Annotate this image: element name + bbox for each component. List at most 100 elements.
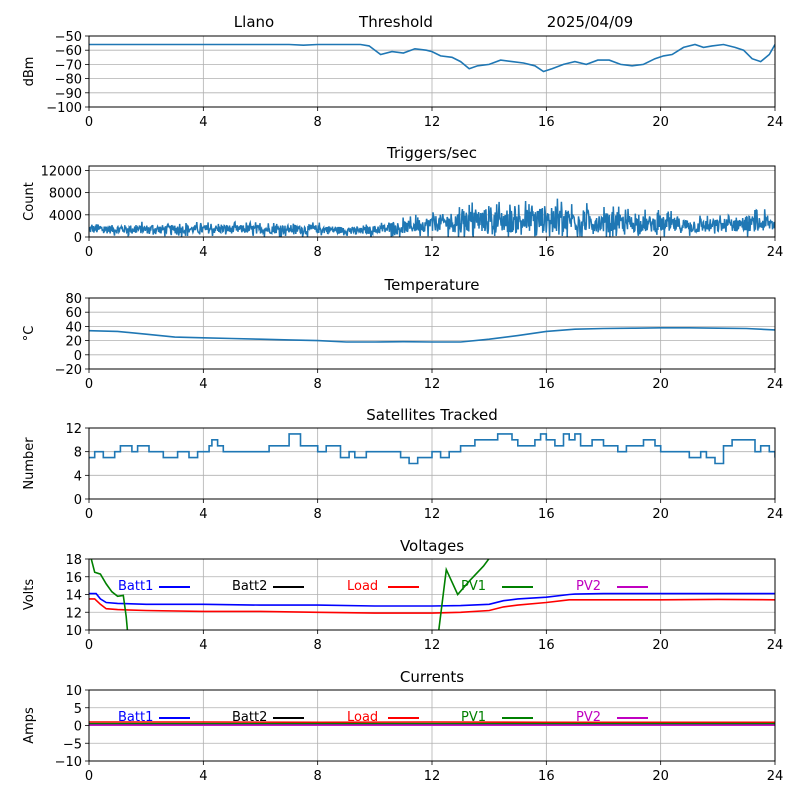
x-tick-label: 12 [424,769,441,784]
y-tick-label: −60 [55,44,82,59]
x-tick-label: 0 [85,638,93,653]
x-tick-label: 16 [538,638,555,653]
y-tick-label: 60 [65,306,82,321]
legend: Batt1 Batt2 Load PV1 PV2 [118,579,648,594]
page-header: Llano Threshold 2025/04/09 [234,13,633,31]
panel-triggers: 0 4 8 12 16 20 24 0 4000 8000 12000 Triggers/sec Cou… [22,144,783,260]
panel-title: Voltages [400,537,464,555]
y-axis-label: Count [22,182,37,221]
series-line-load [89,598,775,614]
panel-title: Triggers/sec [386,144,477,162]
y-tick-label: 4 [74,469,82,484]
panel-satellites: 0 4 8 12 16 20 24 0 4 8 12 Satellites Tracked Number [22,406,783,522]
y-tick-label: −20 [55,363,82,378]
y-tick-label: 12 [65,422,82,437]
panel-threshold: 0 4 8 12 16 20 24 −100−90−80−70−60−50 dBm [22,30,783,130]
x-tick-label: 24 [767,769,784,784]
series-line-triggers [89,198,775,237]
series-line-satellites [89,433,775,465]
y-tick-label: −100 [46,101,82,116]
x-tick-label: 24 [767,638,784,653]
y-axis-label: dBm [22,57,37,87]
panel-title: Temperature [383,276,479,294]
x-tick-label: 4 [199,769,207,784]
x-tick-label: 12 [424,377,441,392]
header-mode: Threshold [358,13,433,31]
x-tick-label: 20 [652,115,669,130]
legend-label-batt2: Batt2 [232,579,267,594]
y-tick-label: 18 [65,553,82,568]
y-axis-label: Number [22,437,37,490]
plot-area [89,327,775,343]
x-tick-label: 20 [652,507,669,522]
header-date: 2025/04/09 [547,13,633,31]
plot-area [89,559,775,630]
series-line-pv1 [90,559,490,630]
y-tick-label: 10 [65,624,82,639]
x-tick-label: 16 [538,377,555,392]
y-axis-label: °C [22,326,37,342]
plot-area [89,721,775,726]
panel-frame [88,427,776,500]
x-tick-label: 8 [314,377,322,392]
panel-title: Satellites Tracked [366,406,497,424]
x-tick-label: 20 [652,245,669,260]
x-tick-label: 16 [538,115,555,130]
legend-label-batt1: Batt1 [118,579,153,594]
legend: Batt1 Batt2 Load PV1 PV2 [118,710,648,725]
y-tick-label: −80 [55,73,82,88]
y-tick-label: 0 [74,231,82,246]
y-tick-label: −10 [55,755,82,770]
plot-area [89,433,775,465]
x-tick-label: 16 [538,769,555,784]
x-tick-label: 24 [767,507,784,522]
x-tick-label: 12 [424,507,441,522]
panel-frame [88,297,776,370]
y-tick-label: −70 [55,58,82,73]
x-tick-label: 12 [424,245,441,260]
legend-label-pv1: PV1 [461,710,486,725]
y-tick-label: 8000 [49,187,82,202]
x-tick-label: 8 [314,769,322,784]
x-tick-label: 24 [767,245,784,260]
y-tick-label: 0 [74,720,82,735]
y-axis-label: Amps [22,707,37,744]
x-tick-label: 4 [199,377,207,392]
plot-area [89,198,775,237]
y-tick-label: 20 [65,335,82,350]
legend-label-batt1: Batt1 [118,710,153,725]
legend-label-pv1: PV1 [461,579,486,594]
y-tick-label: −5 [63,737,82,752]
y-tick-label: 0 [74,493,82,508]
panel-frame [88,35,776,108]
y-tick-label: 4000 [49,209,82,224]
y-tick-label: 5 [74,702,82,717]
legend-label-load: Load [347,579,378,594]
x-tick-label: 12 [424,638,441,653]
x-tick-label: 24 [767,377,784,392]
legend-label-pv2: PV2 [576,710,601,725]
x-tick-label: 4 [199,245,207,260]
y-tick-label: 10 [65,684,82,699]
x-tick-label: 24 [767,115,784,130]
x-tick-label: 0 [85,377,93,392]
y-tick-label: −50 [55,30,82,45]
y-tick-label: 12 [65,606,82,621]
panel-frame [88,558,776,631]
series-line-threshold [89,43,775,73]
x-tick-label: 20 [652,769,669,784]
plot-area [89,43,775,73]
x-tick-label: 16 [538,245,555,260]
legend-label-load: Load [347,710,378,725]
legend-label-batt2: Batt2 [232,710,267,725]
y-axis-label: Volts [22,579,37,611]
y-tick-label: 0 [74,349,82,364]
panel-title: Currents [400,668,464,686]
y-tick-label: 12000 [41,164,82,179]
x-tick-label: 8 [314,115,322,130]
y-tick-label: 40 [65,320,82,335]
x-tick-label: 0 [85,115,93,130]
